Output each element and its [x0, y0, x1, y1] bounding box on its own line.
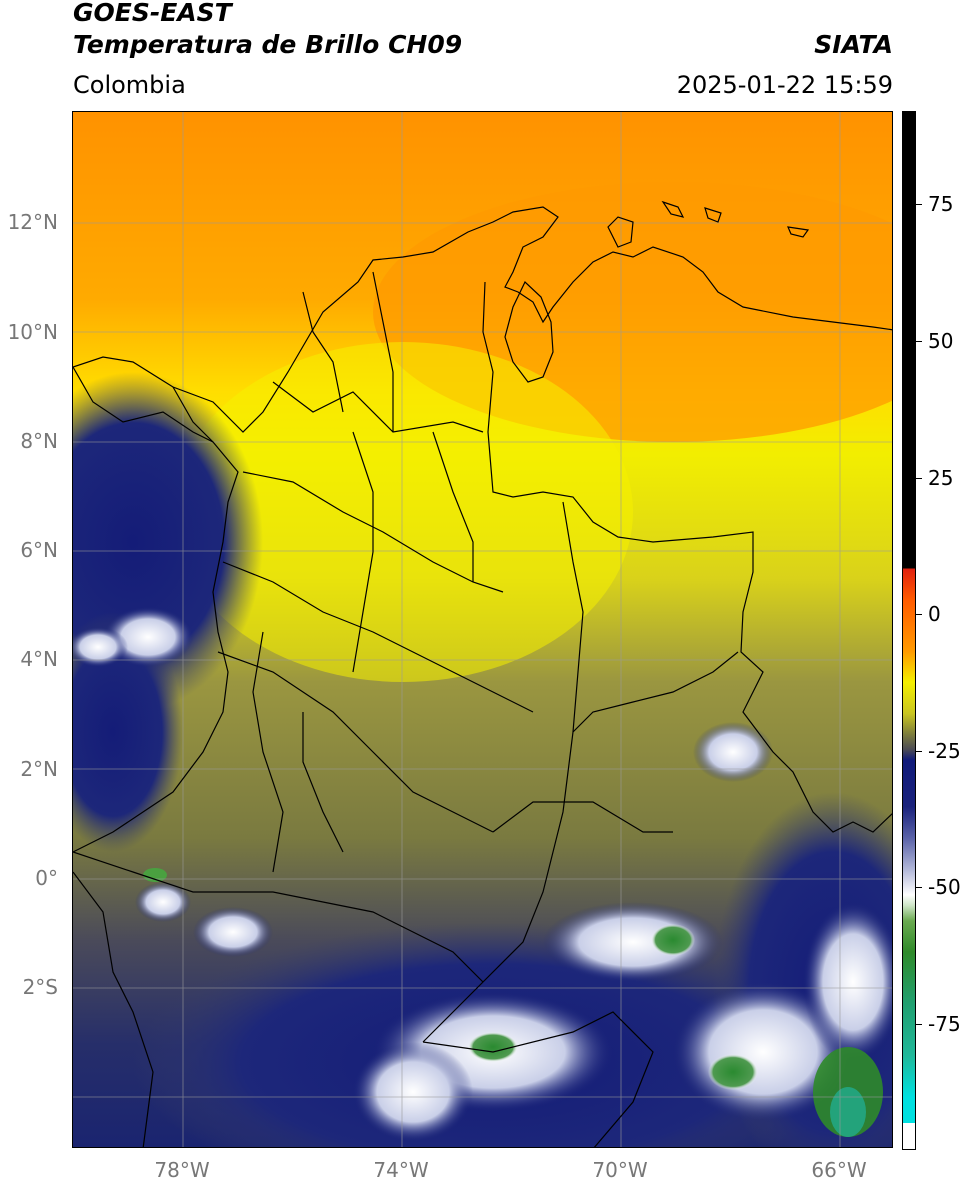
colorbar-label-75: 75 [928, 192, 954, 216]
lat-label-2n: 2°N [20, 757, 58, 781]
brand-label: SIATA [814, 30, 893, 59]
lat-label-10n: 10°N [7, 320, 58, 344]
colorbar [902, 111, 916, 1150]
graticule [73, 112, 892, 1147]
map-svg [73, 112, 892, 1147]
region-label: Colombia [73, 71, 186, 99]
lon-label-74w: 74°W [373, 1158, 429, 1182]
title-line-1: GOES-EAST [73, 0, 232, 27]
boundaries [73, 200, 892, 1147]
lat-label-0: 0° [35, 866, 58, 890]
lat-label-2s: 2°S [22, 975, 58, 999]
colorbar-tick-neg50 [916, 887, 922, 888]
colorbar-label-25: 25 [928, 466, 954, 490]
lat-label-6n: 6°N [20, 538, 58, 562]
lat-label-4n: 4°N [20, 647, 58, 671]
colorbar-tick-neg25 [916, 751, 922, 752]
colorbar-tick-25 [916, 478, 922, 479]
colorbar-tick-0 [916, 614, 922, 615]
satellite-map [72, 111, 893, 1148]
lat-label-8n: 8°N [20, 429, 58, 453]
lon-label-70w: 70°W [592, 1158, 648, 1182]
datetime-label: 2025-01-22 15:59 [676, 71, 893, 99]
colorbar-tick-75 [916, 204, 922, 205]
colorbar-label-neg50: -50 [928, 875, 961, 899]
colorbar-label-50: 50 [928, 329, 954, 353]
colorbar-tick-50 [916, 341, 922, 342]
colorbar-label-neg25: -25 [928, 739, 961, 763]
colorbar-label-0: 0 [928, 602, 941, 626]
colorbar-tick-neg75 [916, 1024, 922, 1025]
colorbar-label-neg75: -75 [928, 1012, 961, 1036]
lat-label-12n: 12°N [7, 210, 58, 234]
title-line-2: Temperatura de Brillo CH09 [73, 30, 463, 59]
lon-label-78w: 78°W [154, 1158, 210, 1182]
lon-label-66w: 66°W [811, 1158, 867, 1182]
